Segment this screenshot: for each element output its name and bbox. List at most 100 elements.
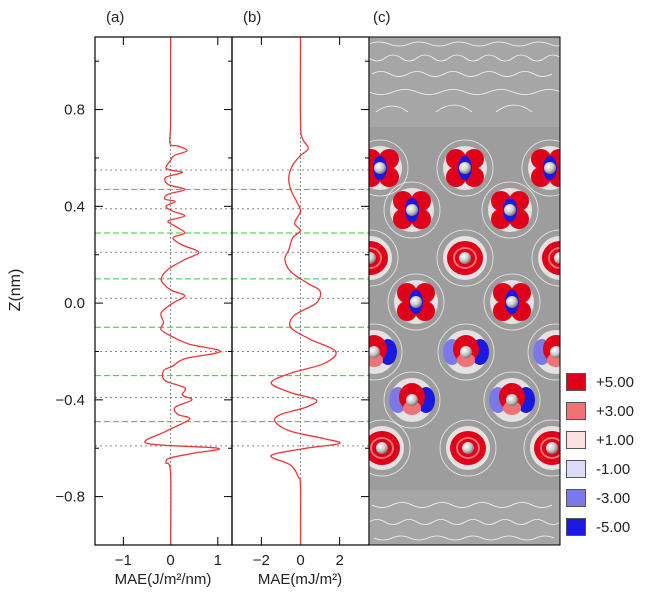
vacuum-bottom (369, 490, 560, 545)
atom-site (387, 273, 445, 331)
atom-site (481, 181, 539, 239)
atom-sphere (462, 442, 474, 454)
atom-sphere (406, 204, 418, 216)
legend-label: +3.00 (596, 402, 634, 420)
atom-sphere (406, 394, 418, 406)
contour-ring (483, 371, 541, 429)
atom-sphere (459, 162, 471, 174)
legend-swatch (566, 518, 586, 536)
contour-ring (369, 139, 409, 197)
legend-entry: +1.00 (566, 428, 650, 452)
atom-site (369, 139, 409, 197)
panel-a: (a) Z(nm) 0.8 0.4 0.0 −0.4 −0.8 −1 0 1 MAE(J/m… (7, 9, 369, 588)
atom-site (521, 139, 560, 197)
y-tick-label: −0.8 (55, 489, 85, 506)
density-lobe (503, 401, 521, 415)
atom-lobes (351, 139, 579, 477)
panel-b: (b) −2 0 2 MAE(mJ/m²) (231, 9, 370, 588)
contour-ring (383, 181, 441, 239)
panel-a-frame (94, 36, 233, 546)
x-tick-label: 2 (335, 552, 343, 569)
y-tick-label: 0.8 (64, 102, 85, 119)
panel-a-reference-lines (95, 37, 232, 545)
density-lobe (351, 339, 369, 365)
panel-b-label: (b) (243, 9, 261, 26)
legend-entry: -1.00 (566, 457, 650, 481)
atom-site (369, 229, 399, 287)
atom-sphere (506, 394, 518, 406)
legend-entry: -3.00 (566, 486, 650, 510)
x-tick-label: 1 (214, 552, 222, 569)
atom-site (523, 419, 560, 477)
y-tick-labels: 0.8 0.4 0.0 −0.4 −0.8 (55, 60, 369, 546)
atom-site (383, 181, 441, 239)
contour-ring (387, 273, 445, 331)
atom-site (483, 371, 541, 429)
panel-c: (c) (351, 9, 579, 546)
vacuum-top (369, 37, 560, 127)
density-lobe (457, 353, 475, 367)
density-lobe (561, 339, 579, 365)
atom-sphere (504, 204, 516, 216)
legend-label: -5.00 (596, 518, 631, 536)
panel-a-x-ticks: −1 0 1 (115, 37, 222, 569)
y-tick-label: 0.4 (64, 198, 85, 215)
atom-site (383, 371, 441, 429)
y-tick-label: 0.0 (64, 295, 85, 312)
legend-swatch (566, 460, 586, 478)
contour-ring (527, 323, 560, 381)
color-legend: +5.00 +3.00 +1.00 -1.00 -3.00 -5.00 (566, 370, 650, 544)
contour-ring (369, 323, 403, 381)
legend-label: +5.00 (596, 373, 634, 391)
panel-a-label: (a) (106, 9, 124, 26)
atom-sphere (459, 252, 471, 264)
atom-sphere (376, 442, 388, 454)
atom-sphere (554, 252, 560, 264)
atom-sphere (506, 296, 518, 308)
atom-sphere (546, 442, 558, 454)
panel-c-frame (368, 36, 561, 546)
y-axis-label: Z(nm) (7, 269, 24, 312)
contour-ring (369, 419, 411, 477)
panel-a-mae-curve (144, 36, 221, 546)
atom-site (351, 323, 403, 381)
x-tick-label: 0 (296, 552, 304, 569)
atom-site (439, 419, 497, 477)
panel-a-x-axis-label: MAE(J/m²/nm) (115, 571, 212, 588)
legend-entry: +3.00 (566, 399, 650, 423)
legend-swatch (566, 431, 586, 449)
y-tick-label: −0.4 (55, 392, 85, 409)
contour-ring (531, 229, 560, 287)
contour-ring (436, 139, 494, 197)
panel-b-x-axis-label: MAE(mJ/m²) (258, 571, 342, 588)
panel-b-mae-curve (270, 36, 341, 546)
legend-swatch (566, 489, 586, 507)
contour-ring (436, 229, 494, 287)
legend-entry: +5.00 (566, 370, 650, 394)
legend-swatch (566, 402, 586, 420)
atom-sphere (374, 162, 386, 174)
atom-site (531, 229, 560, 287)
atom-site (483, 273, 541, 331)
legend-entry: -5.00 (566, 515, 650, 539)
contour-ring (481, 181, 539, 239)
contour-ring (437, 323, 495, 381)
contour-ring (383, 371, 441, 429)
x-tick-label: 0 (166, 552, 174, 569)
legend-label: -1.00 (596, 460, 631, 478)
legend-swatch (566, 373, 586, 391)
atom-sphere (550, 346, 560, 358)
legend-label: +1.00 (596, 431, 634, 449)
contour-ring (521, 139, 560, 197)
panel-b-x-ticks: −2 0 2 (253, 37, 344, 569)
density-lobe (403, 401, 421, 415)
contour-ring (439, 419, 497, 477)
contour-ring (483, 273, 541, 331)
atom-sphere (369, 346, 380, 358)
atom-sphere (460, 346, 472, 358)
x-tick-label: −1 (115, 552, 132, 569)
atom-site (436, 139, 494, 197)
atom-site (369, 419, 411, 477)
atom-sphere (369, 252, 376, 264)
